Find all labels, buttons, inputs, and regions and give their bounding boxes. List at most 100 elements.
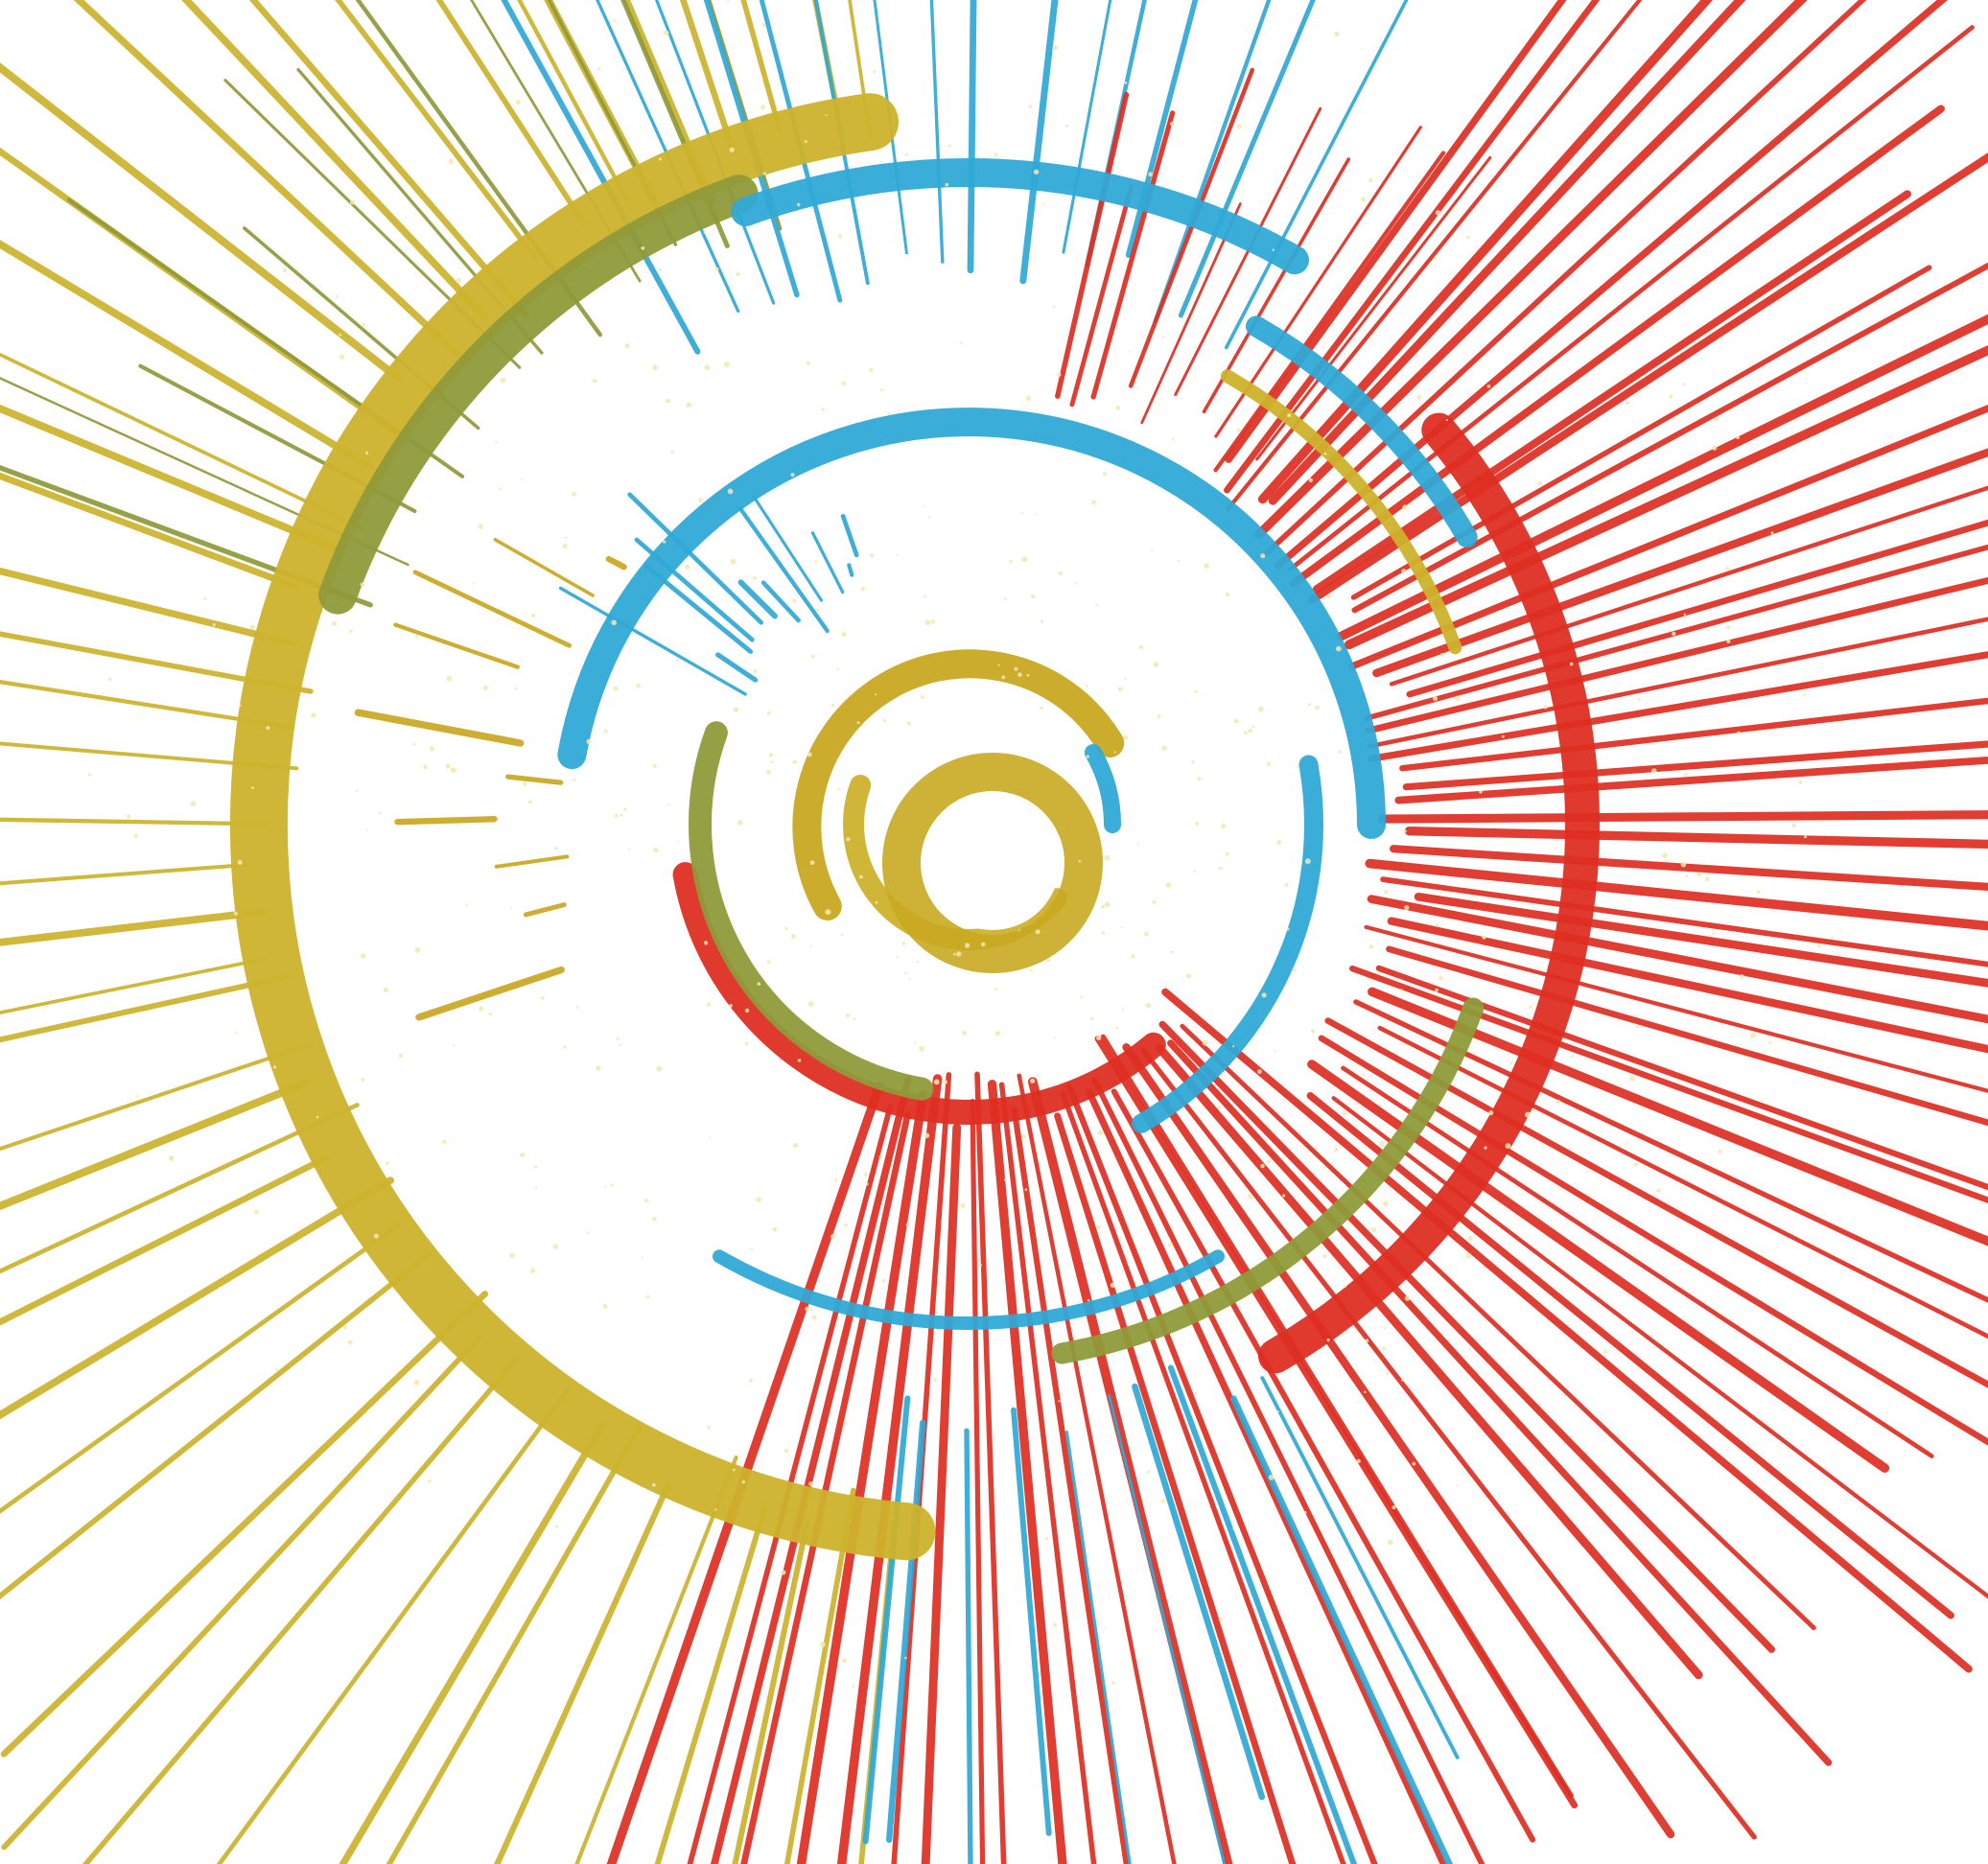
drip-streak (1263, 0, 1867, 556)
glitter-speck (1204, 563, 1209, 569)
glitter-speck (500, 377, 506, 384)
glitter-speck (1168, 1242, 1174, 1247)
glitter-speck (1024, 1188, 1028, 1192)
glitter-speck (1147, 1470, 1151, 1474)
glitter-speck (1171, 437, 1175, 441)
glitter-speck (365, 828, 369, 831)
glitter-speck (945, 182, 949, 187)
drip-streak (784, 1487, 856, 1864)
glitter-speck (1057, 372, 1062, 377)
glitter-speck (398, 1053, 404, 1059)
glitter-speck (1160, 172, 1163, 175)
glitter-speck (1362, 1073, 1366, 1077)
glitter-speck (1143, 931, 1149, 937)
drip-streak (1394, 756, 1988, 804)
glitter-speck (332, 621, 337, 626)
glitter-speck (838, 787, 841, 791)
glitter-speck (1768, 1041, 1772, 1045)
paint-ring-arc (1246, 315, 1478, 548)
glitter-speck (1750, 1033, 1757, 1038)
glitter-speck (744, 1041, 749, 1046)
glitter-speck (1194, 1391, 1198, 1395)
glitter-speck (930, 619, 936, 624)
glitter-speck (1160, 1499, 1166, 1503)
center-paint-ring (882, 753, 1103, 973)
glitter-speck (1723, 676, 1726, 679)
glitter-speck (1017, 929, 1020, 932)
glitter-speck (237, 860, 243, 865)
glitter-speck (362, 323, 366, 327)
glitter-speck (1208, 1279, 1211, 1282)
glitter-speck (190, 801, 197, 806)
glitter-speck (1392, 1505, 1396, 1510)
glitter-speck (666, 398, 670, 404)
glitter-speck (1151, 549, 1154, 552)
glitter-speck (1170, 950, 1174, 954)
glitter-speck (896, 955, 899, 959)
drip-streak (1368, 617, 1988, 749)
drip-streak (1027, 1077, 1233, 1864)
glitter-speck (1484, 1146, 1487, 1150)
glitter-speck (653, 847, 659, 853)
glitter-speck (527, 800, 532, 804)
glitter-speck (1170, 121, 1175, 127)
glitter-speck (1021, 1133, 1026, 1139)
glitter-speck (1706, 629, 1710, 632)
glitter-speck (943, 1286, 947, 1290)
drip-streak (0, 352, 364, 530)
glitter-speck (1365, 1339, 1369, 1343)
glitter-speck (473, 582, 476, 585)
glitter-speck (1244, 731, 1248, 734)
drip-streak (1153, 0, 1272, 323)
drip-streak (1368, 987, 1988, 1247)
glitter-speck (852, 1685, 855, 1688)
glitter-speck (1791, 823, 1796, 828)
glitter-speck (1798, 780, 1803, 784)
glitter-speck (923, 504, 925, 507)
drip-streak (501, 0, 701, 355)
glitter-speck (1052, 306, 1056, 309)
glitter-speck (1131, 954, 1135, 959)
glitter-speck (792, 598, 797, 603)
glitter-speck (1712, 932, 1716, 936)
drip-streak (862, 1395, 911, 1845)
glitter-speck (904, 971, 907, 975)
drip-streak (523, 902, 567, 918)
glitter-speck (534, 1186, 538, 1189)
paint-ring-arc (713, 1249, 1225, 1330)
glitter-speck (1033, 169, 1040, 175)
drip-streak (517, 0, 631, 205)
glitter-speck (530, 1268, 536, 1273)
paint-spiral-rings (229, 93, 1601, 1561)
glitter-speck (1136, 842, 1140, 846)
glitter-speck (1297, 765, 1299, 768)
glitter-speck (825, 909, 831, 916)
drip-streak (1353, 999, 1988, 1303)
glitter-speck (727, 488, 734, 495)
glitter-speck (1388, 1539, 1393, 1546)
glitter-speck (836, 667, 840, 670)
glitter-speck (586, 738, 592, 745)
drip-streak (0, 1177, 394, 1420)
glitter-speck (1115, 406, 1121, 410)
drip-streak (1167, 1039, 1833, 1766)
glitter-speck (1060, 672, 1063, 675)
glitter-speck (488, 1012, 492, 1015)
glitter-speck (1637, 697, 1641, 701)
drip-streak (1086, 1088, 1448, 1864)
glitter-speck (685, 564, 690, 570)
glitter-speck (1635, 1025, 1639, 1029)
drip-streak (974, 1071, 1007, 1864)
glitter-speck (761, 23, 766, 28)
glitter-speck (349, 199, 356, 205)
glitter-speck (1682, 383, 1686, 386)
glitter-speck (1718, 1149, 1722, 1154)
drip-streak (0, 957, 267, 1014)
glitter-speck (564, 536, 568, 539)
glitter-speck (347, 1340, 353, 1345)
drip-streak (1229, 1395, 1454, 1864)
glitter-speck (614, 813, 619, 818)
paint-ring-arc (1221, 369, 1462, 655)
drip-streak (1, 1335, 482, 1851)
drip-streak (886, 1419, 926, 1844)
